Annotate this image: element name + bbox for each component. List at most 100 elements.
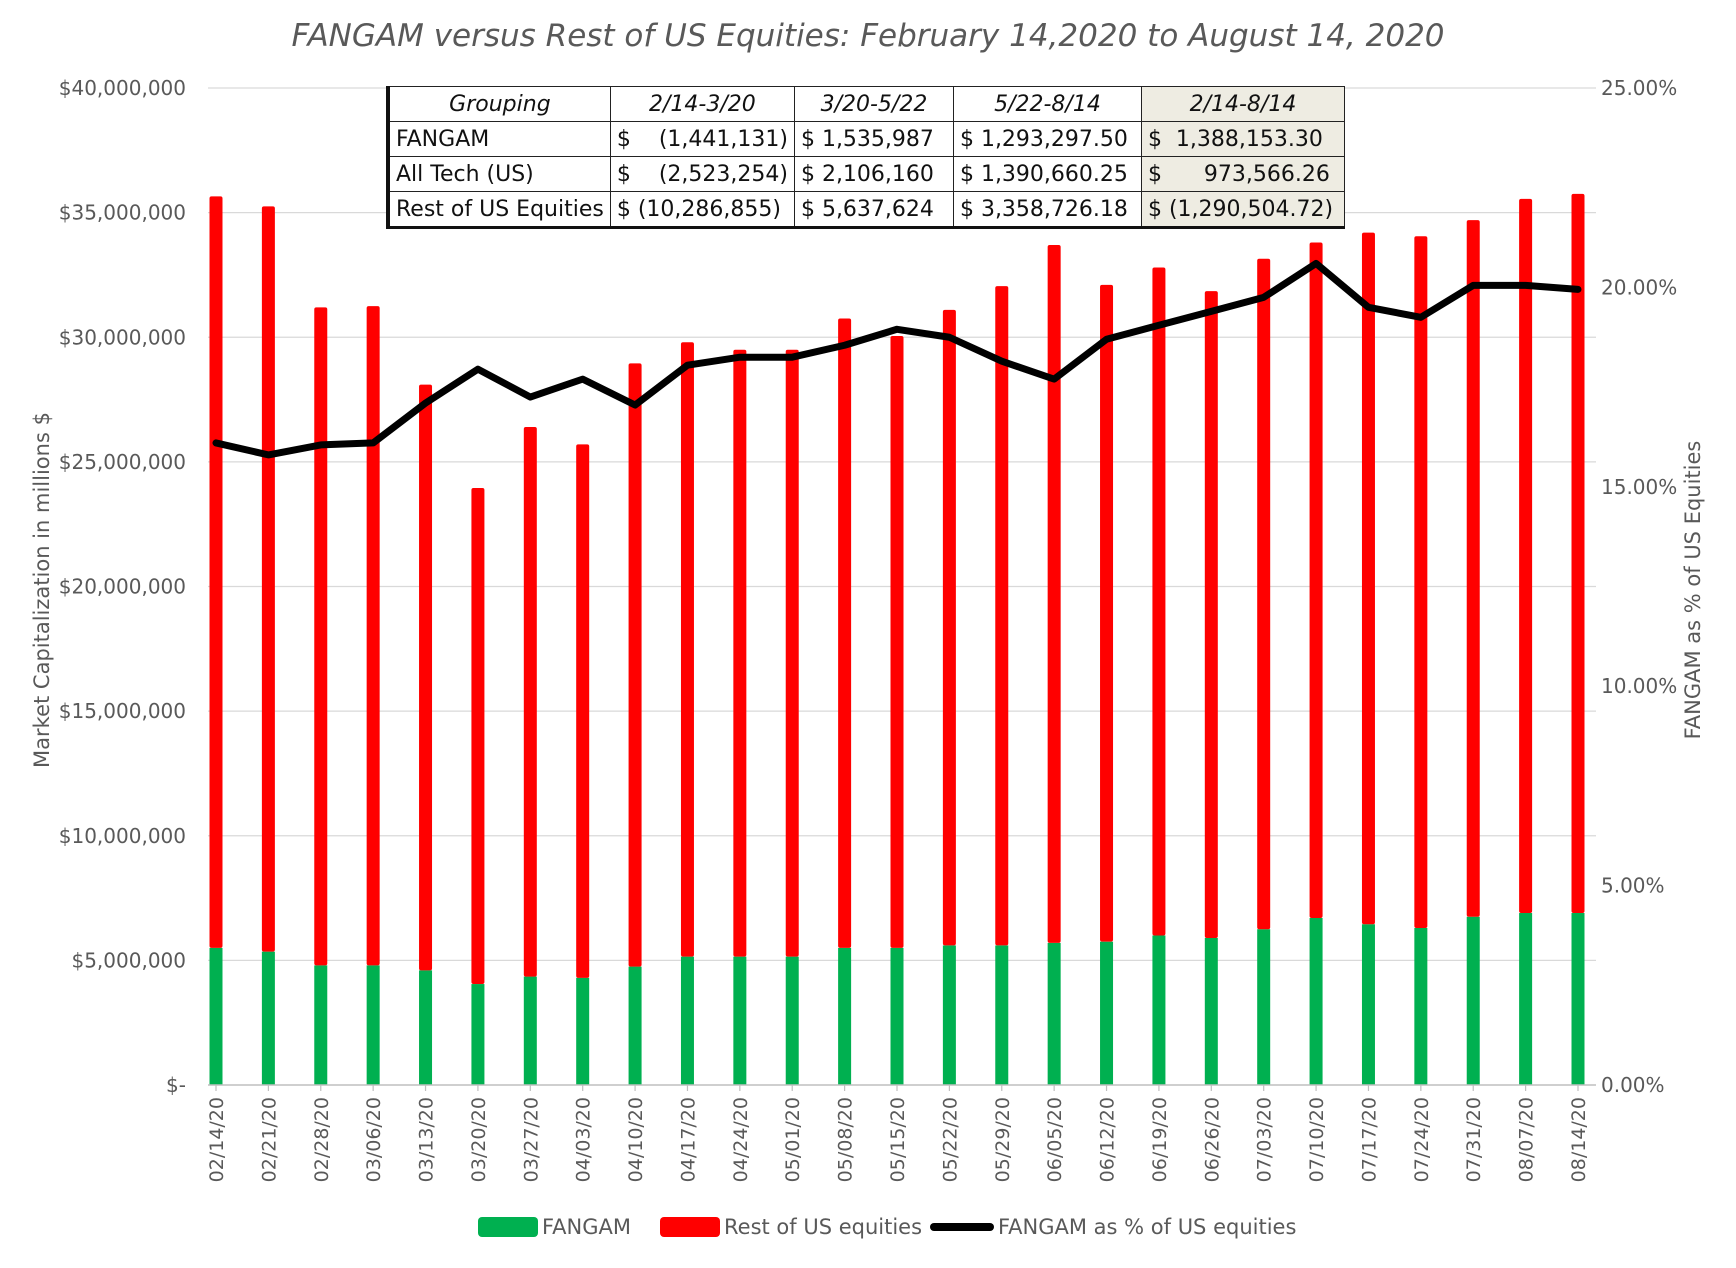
cell-value: $ 2,106,160 (793, 156, 954, 192)
x-tick-label: 06/12/20 (1097, 1097, 1119, 1182)
legend-label: FANGAM (542, 1215, 631, 1239)
legend-label: FANGAM as % of US equities (998, 1215, 1297, 1239)
bar-fangam (314, 965, 328, 1085)
bar-rest-of-us-equities (1309, 242, 1323, 919)
bar-fangam (1257, 929, 1271, 1085)
y-tick-label: $- (166, 1073, 186, 1097)
bar-rest-of-us-equities (419, 384, 433, 971)
legend-label: Rest of US equities (724, 1215, 923, 1239)
bar-rest-of-us-equities (1047, 245, 1061, 943)
x-tick-label: 02/21/20 (258, 1097, 280, 1182)
y-tick-label: $10,000,000 (59, 824, 186, 848)
y-tick-label: $35,000,000 (59, 201, 186, 225)
x-tick-label: 07/24/20 (1411, 1097, 1433, 1182)
y-tick-label: $25,000,000 (59, 450, 186, 474)
table-row: FANGAM $ (1,441,131) $ 1,535,987 $ 1,293… (387, 121, 1345, 157)
bar-fangam (1204, 937, 1218, 1085)
x-tick-label: 04/24/20 (730, 1097, 752, 1182)
header-period-2: 3/20-5/22 (793, 86, 954, 122)
cell-value: $ (1,290,504.72) (1140, 191, 1345, 228)
bar-rest-of-us-equities (1414, 236, 1428, 928)
bar-fangam (209, 947, 223, 1085)
axes: $- $5,000,000 $10,000,000 $15,000,000 $20,00… (59, 76, 1678, 1182)
x-tick-label: 03/27/20 (520, 1097, 542, 1182)
y-axis-label: Market Capitalization in millions $ (30, 412, 54, 768)
x-tick-label: 05/15/20 (887, 1097, 909, 1182)
y2-tick-label: 5.00% (1601, 874, 1665, 898)
bars (209, 193, 1585, 1085)
bar-fangam (1466, 916, 1480, 1085)
bar-rest-of-us-equities (1204, 291, 1218, 938)
x-tick-label: 06/19/20 (1149, 1097, 1171, 1182)
bar-rest-of-us-equities (1571, 193, 1585, 914)
bar-fangam (471, 984, 485, 1085)
bar-rest-of-us-equities (628, 363, 642, 967)
cell-value: $ 3,358,726.18 (952, 191, 1142, 228)
bar-rest-of-us-equities (209, 196, 223, 948)
legend-item-fangam: FANGAM (478, 1212, 631, 1242)
row-label: All Tech (US) (387, 156, 611, 192)
line-fangam-percent (212, 259, 1582, 459)
bar-fangam (576, 977, 590, 1085)
cell-value: $ 1,390,660.25 (952, 156, 1142, 192)
bar-rest-of-us-equities (942, 309, 956, 946)
legend-swatch-green (478, 1217, 538, 1237)
x-tick-label: 02/14/20 (206, 1097, 228, 1182)
x-tick-label: 06/26/20 (1201, 1097, 1223, 1182)
y2-tick-label: 15.00% (1601, 475, 1677, 499)
cell-value: $ 973,566.26 (1140, 156, 1345, 192)
bar-rest-of-us-equities (1466, 220, 1480, 917)
y-tick-label: $30,000,000 (59, 325, 186, 349)
legend-item-rest: Rest of US equities (660, 1212, 922, 1242)
y2-axis-label: FANGAM as % of US Equities (1681, 441, 1705, 740)
bar-rest-of-us-equities (1100, 284, 1114, 942)
legend-item-percent: FANGAM as % of US equities (930, 1212, 1296, 1242)
bar-rest-of-us-equities (523, 426, 537, 977)
bar-fangam (1414, 927, 1428, 1085)
bar-rest-of-us-equities (576, 444, 590, 978)
x-tick-label: 03/13/20 (416, 1097, 438, 1182)
x-tick-label: 08/07/20 (1516, 1097, 1538, 1182)
bar-fangam (261, 951, 275, 1085)
y-tick-label: $15,000,000 (59, 699, 186, 723)
y2-tick-label: 0.00% (1601, 1073, 1665, 1097)
bar-fangam (366, 965, 380, 1085)
bar-fangam (628, 966, 642, 1085)
bar-fangam (890, 947, 904, 1085)
table-row: Rest of US Equities $ (10,286,855) $ 5,6… (387, 191, 1345, 228)
x-tick-label: 07/31/20 (1463, 1097, 1485, 1182)
bar-fangam (1100, 941, 1114, 1085)
cell-value: $ 1,388,153.30 (1140, 121, 1345, 157)
bar-rest-of-us-equities (1152, 267, 1166, 936)
row-label: FANGAM (387, 121, 611, 157)
x-tick-label: 05/22/20 (939, 1097, 961, 1182)
y-tick-label: $40,000,000 (59, 76, 186, 100)
bar-fangam (1152, 935, 1166, 1085)
bar-rest-of-us-equities (1519, 198, 1533, 914)
bar-fangam (995, 945, 1009, 1085)
y-tick-label: $20,000,000 (59, 575, 186, 599)
cell-value: $ (1,441,131) (609, 121, 795, 157)
cell-value: $ 5,637,624 (793, 191, 954, 228)
bar-fangam (523, 976, 537, 1085)
bar-fangam (1571, 913, 1585, 1085)
bar-fangam (1361, 924, 1375, 1085)
cell-value: $ 1,293,297.50 (952, 121, 1142, 157)
y2-tick-label: 25.00% (1601, 76, 1677, 100)
table-row: All Tech (US) $ (2,523,254) $ 2,106,160 … (387, 156, 1345, 192)
x-tick-label: 08/14/20 (1568, 1097, 1590, 1182)
legend-swatch-red (660, 1217, 720, 1237)
bar-rest-of-us-equities (838, 318, 852, 948)
x-tick-label: 07/17/20 (1358, 1097, 1380, 1182)
bar-fangam (1519, 913, 1533, 1085)
legend-line-black (930, 1223, 994, 1231)
row-label: Rest of US Equities (387, 191, 611, 228)
bar-fangam (942, 945, 956, 1085)
x-tick-label: 07/10/20 (1306, 1097, 1328, 1182)
y2-tick-label: 10.00% (1601, 674, 1677, 698)
header-grouping: Grouping (387, 86, 611, 122)
summary-table-header-row: Grouping 2/14-3/20 3/20-5/22 5/22-8/14 2… (387, 86, 1345, 122)
legend: FANGAM Rest of US equities FANGAM as % o… (0, 1212, 1736, 1242)
cell-value: $ 1,535,987 (793, 121, 954, 157)
